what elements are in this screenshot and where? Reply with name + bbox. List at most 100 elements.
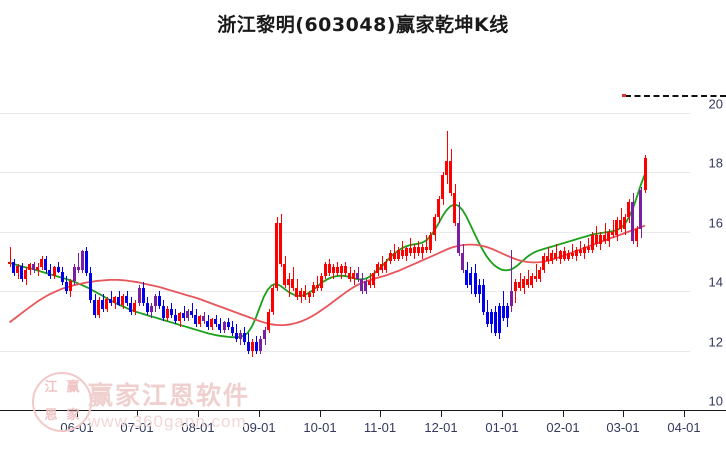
candle-body bbox=[117, 297, 121, 305]
candle-wick bbox=[111, 291, 112, 307]
candle-body bbox=[258, 338, 262, 351]
candle-body bbox=[109, 298, 113, 304]
candle-body bbox=[178, 313, 181, 321]
candle-body bbox=[157, 295, 161, 307]
x-axis-tick-label: 04-01 bbox=[667, 420, 701, 435]
chart-plot-area[interactable] bbox=[0, 60, 690, 411]
candle-body bbox=[44, 258, 48, 271]
candle-body bbox=[263, 329, 267, 339]
candle-wick bbox=[309, 291, 310, 304]
candle-body bbox=[598, 234, 602, 244]
candle-body bbox=[603, 234, 607, 241]
candle-body bbox=[315, 285, 319, 289]
moving-average-lines bbox=[8, 173, 646, 339]
candle-body bbox=[493, 311, 497, 333]
gridline bbox=[0, 291, 690, 293]
page-title: 浙江黎明(603048)赢家乾坤K线 bbox=[217, 14, 509, 36]
x-axis-tick-mark bbox=[198, 411, 199, 417]
candle-body bbox=[113, 297, 117, 304]
candle-body bbox=[161, 306, 165, 318]
x-axis-tick-label: 02-01 bbox=[546, 420, 580, 435]
candle-body bbox=[323, 264, 327, 277]
candle-body bbox=[299, 291, 303, 298]
candle-body bbox=[623, 216, 627, 229]
gridline bbox=[0, 172, 690, 174]
candle-wick bbox=[580, 240, 581, 256]
x-axis-tick-label: 12-01 bbox=[424, 420, 458, 435]
candle-body bbox=[574, 249, 578, 256]
candle-body bbox=[234, 332, 238, 339]
candle-body bbox=[97, 300, 101, 315]
seal-char: 江 bbox=[44, 380, 58, 396]
x-axis-tick-label: 08-01 bbox=[181, 420, 215, 435]
candle-body bbox=[384, 261, 388, 271]
candle-body bbox=[327, 264, 331, 274]
candle-body bbox=[20, 265, 24, 280]
candle-body bbox=[424, 246, 428, 250]
candle-body bbox=[12, 261, 16, 274]
candle-body bbox=[238, 332, 242, 339]
candle-body bbox=[202, 316, 206, 321]
candle-body bbox=[627, 202, 631, 217]
candle-body bbox=[538, 270, 542, 280]
gridline bbox=[0, 231, 690, 233]
x-axis-tick-mark bbox=[441, 411, 442, 417]
x-axis-tick-mark bbox=[563, 411, 564, 417]
candle-body bbox=[558, 251, 562, 259]
x-axis-tick-mark bbox=[684, 411, 685, 417]
x-axis-line bbox=[0, 410, 726, 411]
candle-body bbox=[505, 306, 509, 318]
candle-body bbox=[518, 282, 522, 289]
candle-body bbox=[129, 303, 133, 312]
candle-body bbox=[72, 267, 76, 281]
ma-line-ma-slow bbox=[8, 224, 646, 327]
candle-body bbox=[453, 193, 457, 223]
seal-char: 赢 bbox=[66, 380, 80, 396]
candle-body bbox=[121, 295, 125, 305]
candle-body bbox=[368, 280, 372, 286]
candle-body bbox=[428, 234, 432, 250]
x-axis-tick-mark bbox=[137, 411, 138, 417]
candle-body bbox=[457, 222, 461, 253]
candle-body bbox=[36, 267, 40, 271]
candle-body bbox=[254, 341, 258, 351]
candle-body bbox=[534, 276, 538, 280]
x-axis-tick-label: 10-01 bbox=[303, 420, 337, 435]
candle-body bbox=[295, 288, 299, 298]
candle-body bbox=[364, 280, 368, 292]
candle-body bbox=[52, 267, 56, 277]
resistance-level-marker bbox=[622, 94, 626, 98]
candle-body bbox=[554, 252, 558, 259]
candle-body bbox=[501, 306, 505, 318]
candle-body bbox=[291, 279, 295, 289]
candle-body bbox=[64, 282, 68, 292]
candle-body bbox=[590, 234, 594, 250]
candle-body bbox=[372, 273, 376, 286]
candle-body bbox=[643, 157, 647, 191]
candle-body bbox=[319, 276, 323, 289]
candle-body bbox=[246, 341, 250, 351]
candle-wick bbox=[289, 273, 290, 298]
candle-body bbox=[242, 332, 246, 342]
candle-wick bbox=[10, 246, 11, 268]
candle-body bbox=[594, 234, 598, 244]
candle-body bbox=[473, 273, 477, 295]
y-axis-tick-label: 10 bbox=[708, 393, 723, 409]
candle-wick bbox=[515, 279, 516, 304]
candle-body bbox=[497, 306, 501, 333]
x-axis-tick-mark bbox=[259, 411, 260, 417]
candle-body bbox=[331, 267, 335, 274]
candle-body bbox=[275, 222, 279, 289]
candle-body bbox=[489, 311, 493, 324]
candle-body bbox=[570, 252, 574, 256]
candle-body bbox=[578, 249, 582, 253]
candle-wick bbox=[511, 249, 512, 312]
candle-body bbox=[149, 306, 153, 312]
candle-body bbox=[526, 279, 530, 286]
watermark-brand: 赢家江恩软件 bbox=[88, 381, 251, 410]
candle-body bbox=[48, 270, 52, 277]
candle-body bbox=[218, 323, 222, 330]
candle-body bbox=[631, 202, 635, 241]
candle-body bbox=[283, 264, 287, 286]
candle-wick bbox=[410, 237, 411, 256]
